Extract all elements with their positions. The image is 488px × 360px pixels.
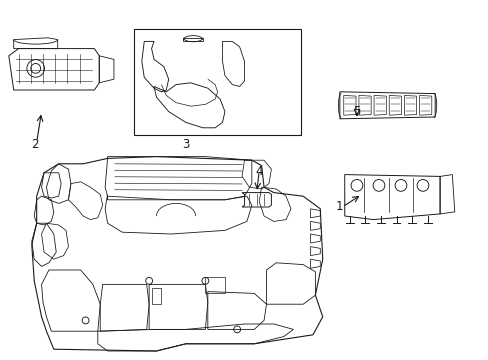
Text: 1: 1 [335, 201, 343, 213]
Text: 3: 3 [182, 138, 189, 150]
Text: 2: 2 [31, 138, 39, 150]
Text: 5: 5 [352, 105, 360, 118]
Text: 4: 4 [255, 165, 263, 177]
Bar [134, 29, 300, 135]
